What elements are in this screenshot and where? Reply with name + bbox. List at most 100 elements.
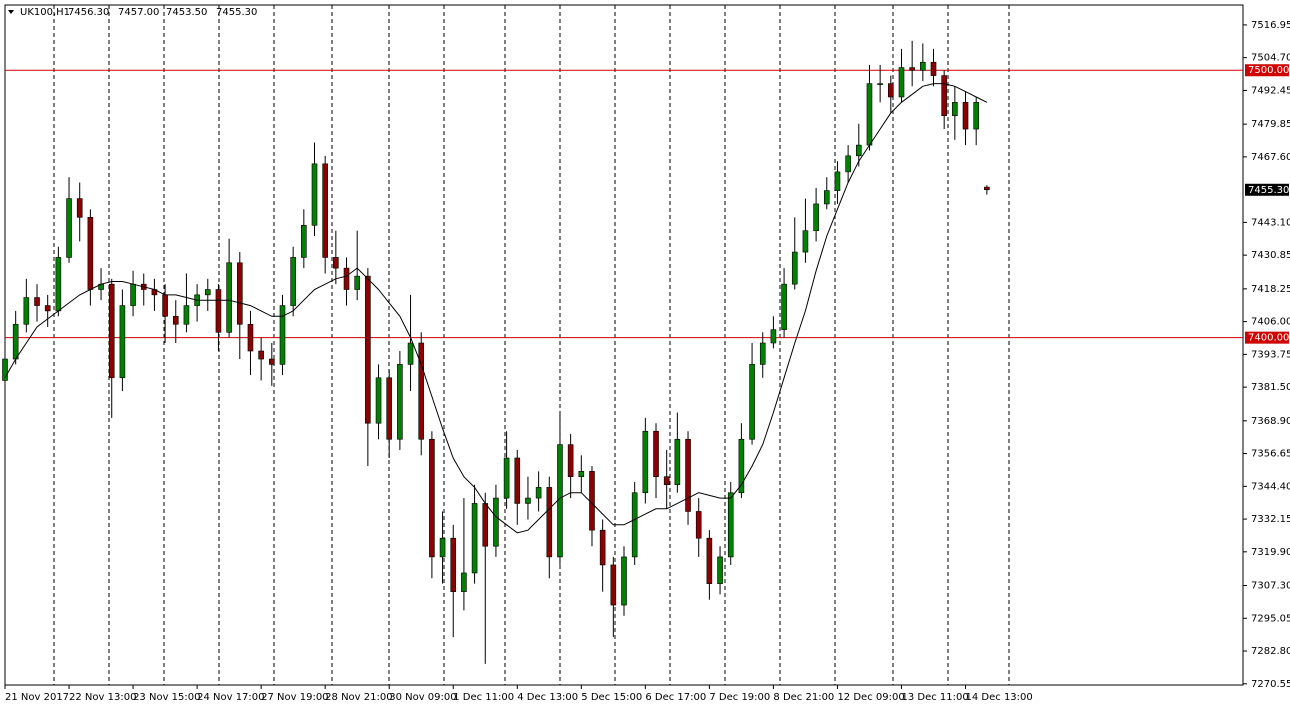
candle-body (215, 289, 222, 333)
candle-body (119, 305, 126, 379)
level-label: 7500.00 (1248, 65, 1289, 76)
y-tick-label: 7270.55 (1251, 679, 1290, 690)
x-tick-label: 23 Nov 15:00 (133, 692, 200, 703)
candle-body (2, 358, 8, 381)
candle-body (55, 257, 62, 312)
candle-body (610, 564, 617, 606)
candle-body (269, 358, 275, 365)
candle-body (23, 297, 30, 325)
candle-body (888, 83, 894, 98)
candle-body (599, 529, 606, 566)
candle-body (962, 102, 969, 130)
candle-body (365, 275, 371, 424)
x-tick-label: 4 Dec 13:00 (517, 692, 578, 703)
x-tick-label: 6 Dec 17:00 (645, 692, 706, 703)
y-tick-label: 7356.65 (1251, 449, 1290, 460)
candle-body (727, 492, 734, 558)
candle-body (663, 476, 670, 486)
candle-body (802, 230, 809, 253)
candle-body (407, 342, 414, 365)
candle-body (621, 556, 627, 606)
candle-body (909, 67, 915, 71)
candle-body (717, 556, 723, 584)
candle-body (503, 457, 510, 499)
candle-body (87, 217, 94, 290)
candle-body (813, 203, 819, 231)
candle-body (567, 444, 574, 477)
candle-body (108, 283, 115, 379)
candle-body (578, 471, 585, 477)
candle-body (386, 377, 393, 440)
candle-body (706, 537, 713, 584)
candle-body (130, 283, 136, 306)
candle-body (354, 275, 360, 290)
level-label-box (1245, 64, 1289, 77)
y-tick-label: 7332.15 (1251, 514, 1290, 525)
candle-body (877, 83, 883, 85)
y-tick-label: 7430.85 (1251, 250, 1290, 261)
candle-body (418, 342, 425, 440)
y-tick-label: 7393.75 (1251, 349, 1290, 360)
y-tick-label: 7504.70 (1251, 53, 1290, 64)
candle-body (322, 163, 328, 258)
x-tick-label: 27 Nov 19:00 (261, 692, 328, 703)
x-tick-label: 30 Nov 09:00 (389, 692, 456, 703)
moving-average (4, 83, 988, 534)
candle-body (204, 289, 211, 296)
candle-body (172, 315, 179, 325)
current-price-label: 7455.30 (1248, 185, 1289, 196)
x-tick-label: 1 Dec 11:00 (453, 692, 514, 703)
candle-body (301, 225, 307, 258)
candle-body (952, 102, 958, 117)
candle-body (375, 377, 382, 424)
y-tick-label: 7418.25 (1251, 284, 1290, 295)
candle-body (226, 262, 232, 333)
symbol: UK100,H1 (20, 7, 70, 18)
x-tick-label: 12 Dec 09:00 (837, 692, 904, 703)
candle-body (759, 342, 766, 365)
candle-body (866, 83, 873, 146)
level-label: 7400.00 (1248, 333, 1289, 344)
candle-body (920, 61, 926, 71)
candle-body (482, 503, 489, 547)
y-tick-label: 7344.40 (1251, 481, 1290, 492)
candle-body (450, 537, 457, 592)
x-tick-label: 14 Dec 13:00 (966, 692, 1033, 703)
candle-body (514, 457, 521, 504)
candle-body (66, 198, 72, 258)
candle-body (770, 329, 777, 344)
x-tick-label: 7 Dec 19:00 (709, 692, 770, 703)
candle-body (429, 438, 435, 558)
y-tick-label: 7516.95 (1251, 20, 1290, 31)
header-open: 7456.30 (68, 7, 109, 18)
candle-body (557, 444, 563, 558)
candle-body (258, 350, 264, 360)
candle-body (183, 305, 190, 325)
current-price-box (1245, 183, 1289, 196)
y-tick-label: 7443.10 (1251, 217, 1290, 228)
candle-body (546, 487, 553, 558)
candle-body (76, 198, 83, 218)
y-tick-label: 7282.80 (1251, 646, 1290, 657)
candle-body (930, 61, 937, 76)
x-tick-label: 28 Nov 21:00 (325, 692, 392, 703)
candle-body (439, 537, 446, 558)
candle-body (311, 163, 318, 226)
candle-body (397, 364, 403, 440)
candle-body (493, 497, 499, 547)
y-tick-label: 7479.85 (1251, 119, 1290, 130)
candle-body (973, 102, 979, 130)
candle-body (642, 430, 649, 494)
x-tick-label: 21 Nov 2017 (5, 692, 69, 703)
candle-body (333, 257, 339, 269)
y-tick-label: 7307.30 (1251, 581, 1290, 592)
y-tick-label: 7406.00 (1251, 317, 1290, 328)
y-tick-label: 7492.45 (1251, 85, 1290, 96)
candle-body (290, 257, 296, 306)
header-close: 7455.30 (216, 7, 257, 18)
y-tick-label: 7295.05 (1251, 613, 1290, 624)
candle-body (535, 487, 542, 499)
